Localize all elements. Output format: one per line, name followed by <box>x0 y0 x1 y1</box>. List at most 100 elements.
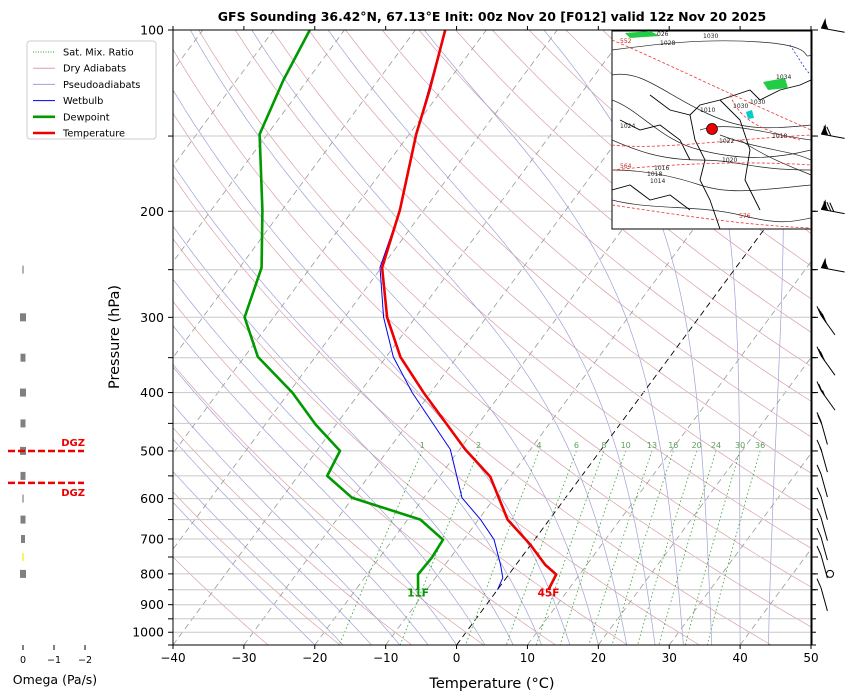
barb-full <box>818 415 822 424</box>
barb-full <box>817 465 821 474</box>
barb-full <box>817 528 821 537</box>
location-marker-icon <box>707 124 718 135</box>
barb-full <box>817 579 821 588</box>
wind-barbs <box>812 18 845 645</box>
y-tick-label: 100 <box>140 23 164 38</box>
wind-barb <box>812 465 827 497</box>
isotherm <box>811 30 847 645</box>
omega-bar <box>21 535 25 543</box>
profile-lines <box>245 30 557 590</box>
map-contour-label: 1022 <box>719 138 734 145</box>
omega-bar <box>21 354 26 362</box>
omega-tick-label: −2 <box>78 655 92 666</box>
x-tick-label: 30 <box>662 651 677 665</box>
map-contour-label: 1034 <box>776 74 791 81</box>
wetbulb-line <box>380 30 503 590</box>
barb-full <box>817 509 821 518</box>
y-tick-label: 200 <box>140 204 164 219</box>
map-contour-label: 1024 <box>620 123 635 130</box>
x-tick-label: 10 <box>520 651 535 665</box>
map-contour-label: 1020 <box>722 157 737 164</box>
map-contour-label: 1030 <box>750 99 765 106</box>
barb-staff <box>821 518 827 541</box>
omega-tick-label: 0 <box>20 655 26 666</box>
mixing-ratio-line <box>506 451 576 645</box>
y-tick-label: 800 <box>140 566 164 581</box>
dewpoint-line <box>245 30 443 590</box>
legend-label: Dry Adiabats <box>63 64 126 75</box>
wind-barb <box>812 258 845 272</box>
map-contour-label: 1030 <box>703 33 718 40</box>
dry-adiabat <box>823 30 847 645</box>
pseudoadiabat <box>252 30 627 645</box>
calm-circle <box>827 570 834 577</box>
omega-panel: 0 −1 −2 DGZ DGZ <box>8 266 92 666</box>
barb-flag <box>821 199 827 210</box>
mixing-ratio-label: 16 <box>668 441 678 450</box>
omega-bar <box>20 313 26 321</box>
pseudoadiabat <box>140 30 570 645</box>
y-tick-label: 300 <box>140 310 164 325</box>
barb-full <box>819 349 823 358</box>
chart-title: GFS Sounding 36.42°N, 67.13°E Init: 00z … <box>218 9 766 24</box>
omega-bar <box>21 419 26 427</box>
barb-staff <box>821 134 845 138</box>
omega-bar <box>21 472 26 480</box>
dgz-label: DGZ <box>61 488 85 499</box>
wind-barb <box>812 440 827 472</box>
mixing-ratio-label: 6 <box>574 441 579 450</box>
mixing-ratio-label: 10 <box>621 441 631 450</box>
barb-staff <box>821 268 845 272</box>
barb-staff <box>821 474 827 497</box>
x-tick-label: 20 <box>591 651 606 665</box>
legend-label: Dewpoint <box>63 112 110 123</box>
x-axis-label: Temperature (°C) <box>428 676 554 692</box>
y-axis-label: Pressure (hPa) <box>107 285 123 389</box>
legend-label: Wetbulb <box>63 96 103 107</box>
legend-label: Temperature <box>62 129 125 140</box>
y-tick-label: 900 <box>140 597 164 612</box>
barb-staff <box>821 391 835 411</box>
map-contour-label: 1014 <box>650 178 665 185</box>
y-tick-label: 1000 <box>132 625 164 640</box>
omega-bar <box>20 389 26 397</box>
omega-bar <box>22 495 23 503</box>
map-contour-label: 1010 <box>700 107 715 114</box>
x-tick-label: −30 <box>231 651 256 665</box>
map-contour-label: 564 <box>620 163 632 170</box>
mixing-ratio-line <box>339 451 422 645</box>
barb-staff <box>821 421 827 444</box>
wind-barb <box>812 509 827 541</box>
wind-barb <box>812 199 845 213</box>
mixing-ratio-line <box>685 451 740 645</box>
y-tick-label: 400 <box>140 385 164 400</box>
wind-barb <box>812 306 835 335</box>
mixing-ratio-label: 30 <box>735 441 745 450</box>
barb-full <box>817 488 821 497</box>
barb-staff <box>821 449 827 472</box>
surface-label-dewpoint: 11F <box>407 588 429 600</box>
x-tick-label: 50 <box>803 651 818 665</box>
map-contour-label: 1018 <box>772 133 787 140</box>
map-contour-label: 1030 <box>733 103 748 110</box>
inset-map: 0261028103055210341030102410221020101810… <box>612 31 811 229</box>
isotherm <box>102 30 557 645</box>
legend: Sat. Mix. Ratio Dry Adiabats Pseudoadiabat… <box>27 41 156 140</box>
dgz-label: DGZ <box>61 438 85 449</box>
legend-label: Pseudoadiabats <box>63 80 140 91</box>
legend-label: Sat. Mix. Ratio <box>63 48 134 59</box>
mixing-ratio-label: 13 <box>647 441 657 450</box>
wind-barb <box>812 347 835 376</box>
barb-flag <box>821 18 827 29</box>
map-contour-label: 1018 <box>647 171 662 178</box>
wind-barb <box>812 570 834 577</box>
barb-full <box>817 546 821 555</box>
omega-bar <box>20 570 26 578</box>
barb-full <box>817 382 821 391</box>
omega-tick-label: −1 <box>47 655 61 666</box>
map-contour-label: 1028 <box>660 40 675 47</box>
wind-barb <box>812 124 845 138</box>
mixing-ratio-label: 4 <box>536 441 541 450</box>
x-tick-label: −10 <box>373 651 398 665</box>
